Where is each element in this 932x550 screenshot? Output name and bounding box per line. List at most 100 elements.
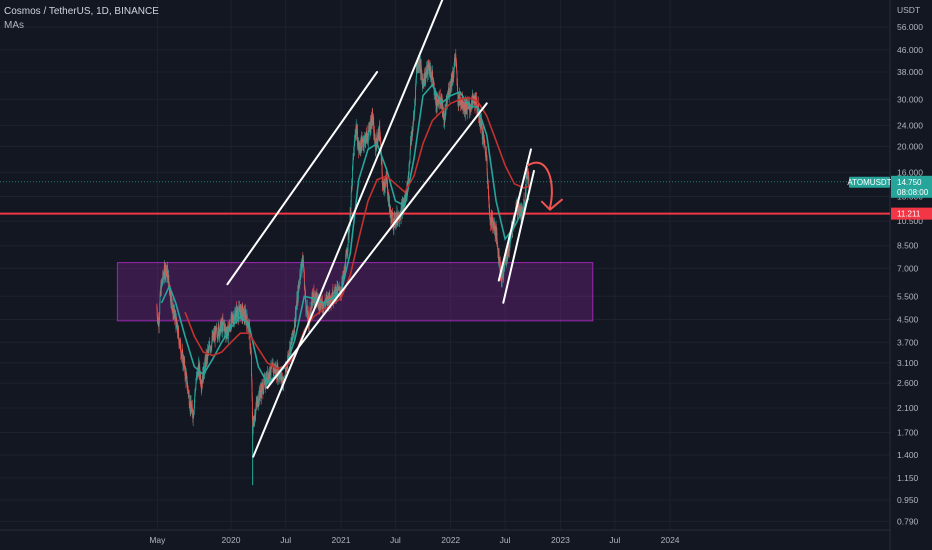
candle-body	[427, 62, 429, 74]
price-tick-label: 2.600	[897, 378, 919, 388]
candle-body	[498, 250, 500, 257]
candle-body	[319, 307, 321, 309]
candle-body	[453, 64, 455, 68]
candle-body	[217, 336, 219, 339]
candle-body	[378, 129, 380, 139]
candle-body	[475, 96, 477, 99]
candle-body	[361, 137, 363, 140]
candle-body	[324, 303, 325, 305]
time-axis[interactable]: May 2020 Jul 2021 Jul 2022 Jul 2023 Jul 2024	[149, 535, 679, 545]
candle-body	[158, 320, 160, 327]
candle-body	[181, 353, 183, 355]
candle-body	[431, 75, 432, 81]
candle-body	[401, 205, 402, 208]
indicator-label: MAs	[4, 20, 24, 31]
candle-body	[310, 314, 312, 315]
candle-body	[296, 306, 297, 309]
price-axis[interactable]: 56.000 46.000 38.000 30.000 24.000 20.000 16.0…	[897, 22, 923, 526]
candle-body	[503, 272, 504, 277]
candle-body	[188, 393, 190, 406]
candle-body	[435, 98, 437, 106]
price-tick-label: 2.100	[897, 403, 919, 413]
candle-body	[412, 127, 413, 136]
candle-body	[480, 126, 481, 128]
candle-body	[177, 328, 179, 337]
candle-body	[196, 375, 197, 382]
candle-body	[251, 355, 252, 375]
candle-body	[499, 261, 501, 275]
candle-body	[350, 191, 352, 203]
candle-body	[181, 349, 183, 351]
candle-body	[400, 207, 402, 218]
candle-body	[363, 142, 365, 147]
candle-body	[172, 310, 174, 316]
candle-body	[381, 166, 383, 178]
candle-body	[345, 255, 347, 261]
candle-body	[195, 381, 197, 384]
candle-body	[396, 211, 398, 222]
candle-body	[418, 64, 420, 67]
candle-body	[181, 354, 182, 358]
time-tick-label: Jul	[609, 535, 620, 545]
candle-body	[274, 369, 275, 373]
candle-body	[353, 143, 355, 156]
candle-body	[204, 359, 206, 366]
candle-body	[242, 306, 243, 308]
candle-body	[328, 301, 330, 307]
candle-body	[371, 116, 373, 125]
candle-body	[236, 307, 238, 318]
candle-body	[236, 307, 238, 313]
candle-body	[408, 163, 410, 170]
candle-body	[192, 413, 194, 420]
candle-body	[467, 102, 468, 109]
candle-body	[491, 212, 492, 226]
candle-body	[361, 137, 363, 151]
candle-body	[457, 84, 459, 93]
candle-body	[305, 293, 306, 304]
candle-body	[270, 375, 272, 378]
candle-body	[186, 375, 188, 377]
candle-body	[379, 125, 381, 135]
candle-body	[469, 106, 471, 112]
candle-body	[415, 86, 416, 101]
demand-zone-rect	[116, 262, 594, 322]
candle-body	[521, 211, 523, 218]
candle-body	[232, 316, 234, 321]
candle-body	[167, 271, 168, 278]
candle-body	[415, 80, 417, 87]
moving-averages-layer	[160, 83, 530, 385]
candle-body	[172, 303, 174, 316]
candle-body	[460, 101, 462, 106]
candle-body	[315, 294, 317, 303]
candle-body	[290, 338, 292, 351]
candle-body	[315, 293, 316, 296]
candle-body	[477, 102, 479, 107]
price-tick-label: 24.000	[897, 120, 923, 130]
candle-body	[195, 383, 197, 391]
candle-body	[159, 302, 161, 315]
candle-body	[488, 185, 489, 199]
candle-body	[214, 327, 216, 341]
candle-body	[178, 328, 179, 332]
candle-body	[257, 402, 259, 406]
candle-body	[210, 346, 212, 348]
candle-body	[201, 385, 203, 387]
candle-body	[407, 176, 409, 191]
symbol-title: Cosmos / TetherUS, 1D, BINANCE	[4, 6, 159, 17]
candle-body	[255, 409, 257, 416]
candle-body	[249, 331, 251, 347]
candle-body	[208, 346, 210, 347]
candle-body	[507, 246, 509, 253]
candle-body	[231, 314, 233, 318]
candle-body	[509, 237, 511, 245]
candle-body	[356, 133, 358, 135]
candle-body	[451, 74, 453, 80]
candle-body	[229, 323, 231, 326]
candle-body	[372, 109, 373, 123]
candle-body	[216, 327, 218, 333]
candle-body	[334, 286, 336, 291]
price-tick-label: 38.000	[897, 67, 923, 77]
candle-body	[425, 72, 427, 74]
candle-body	[434, 90, 435, 96]
